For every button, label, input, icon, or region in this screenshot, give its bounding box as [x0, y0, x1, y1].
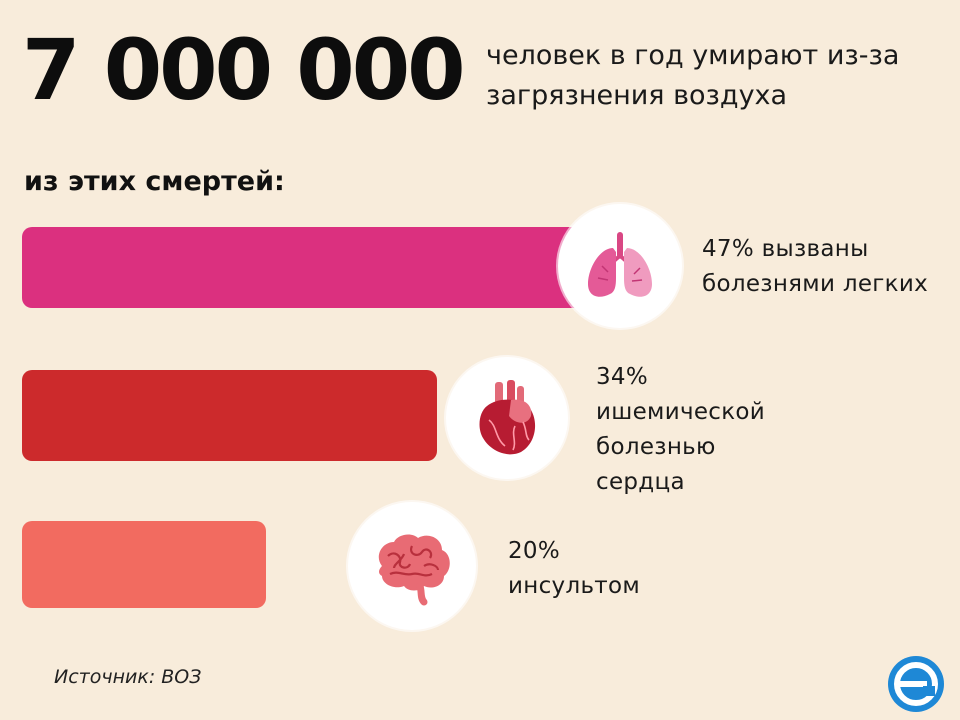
section-subheading: из этих смертей:	[24, 166, 285, 197]
bar-label-line: ишемической	[596, 399, 766, 425]
bar-label-line: 20%	[508, 538, 561, 564]
headline-text: человек в год умирают из-за загрязнения …	[486, 40, 900, 111]
bar-label-line: сердца	[596, 469, 685, 495]
letter-e-logo-icon[interactable]	[887, 655, 945, 713]
bar-label-line: болезнями легких	[702, 271, 929, 297]
bar-label-line: 47% вызваны	[702, 236, 869, 262]
heart-icon	[446, 357, 568, 479]
bar-label-line: инсультом	[508, 573, 641, 599]
lungs-icon	[558, 204, 682, 328]
bar	[22, 227, 595, 308]
bar-data-label: 34% ишемической болезнью сердца	[596, 360, 765, 500]
bar	[22, 521, 266, 608]
bar-data-label: 20% инсультом	[508, 534, 640, 604]
headline-number: 7 000 000	[22, 21, 466, 119]
source-note: Источник: ВОЗ	[54, 666, 202, 688]
bar-data-label: 47% вызваны болезнями легких	[702, 232, 928, 302]
bar	[22, 370, 437, 461]
bar-label-line: 34%	[596, 364, 649, 390]
bar-label-line: болезнью	[596, 434, 716, 460]
brain-icon	[348, 502, 476, 630]
